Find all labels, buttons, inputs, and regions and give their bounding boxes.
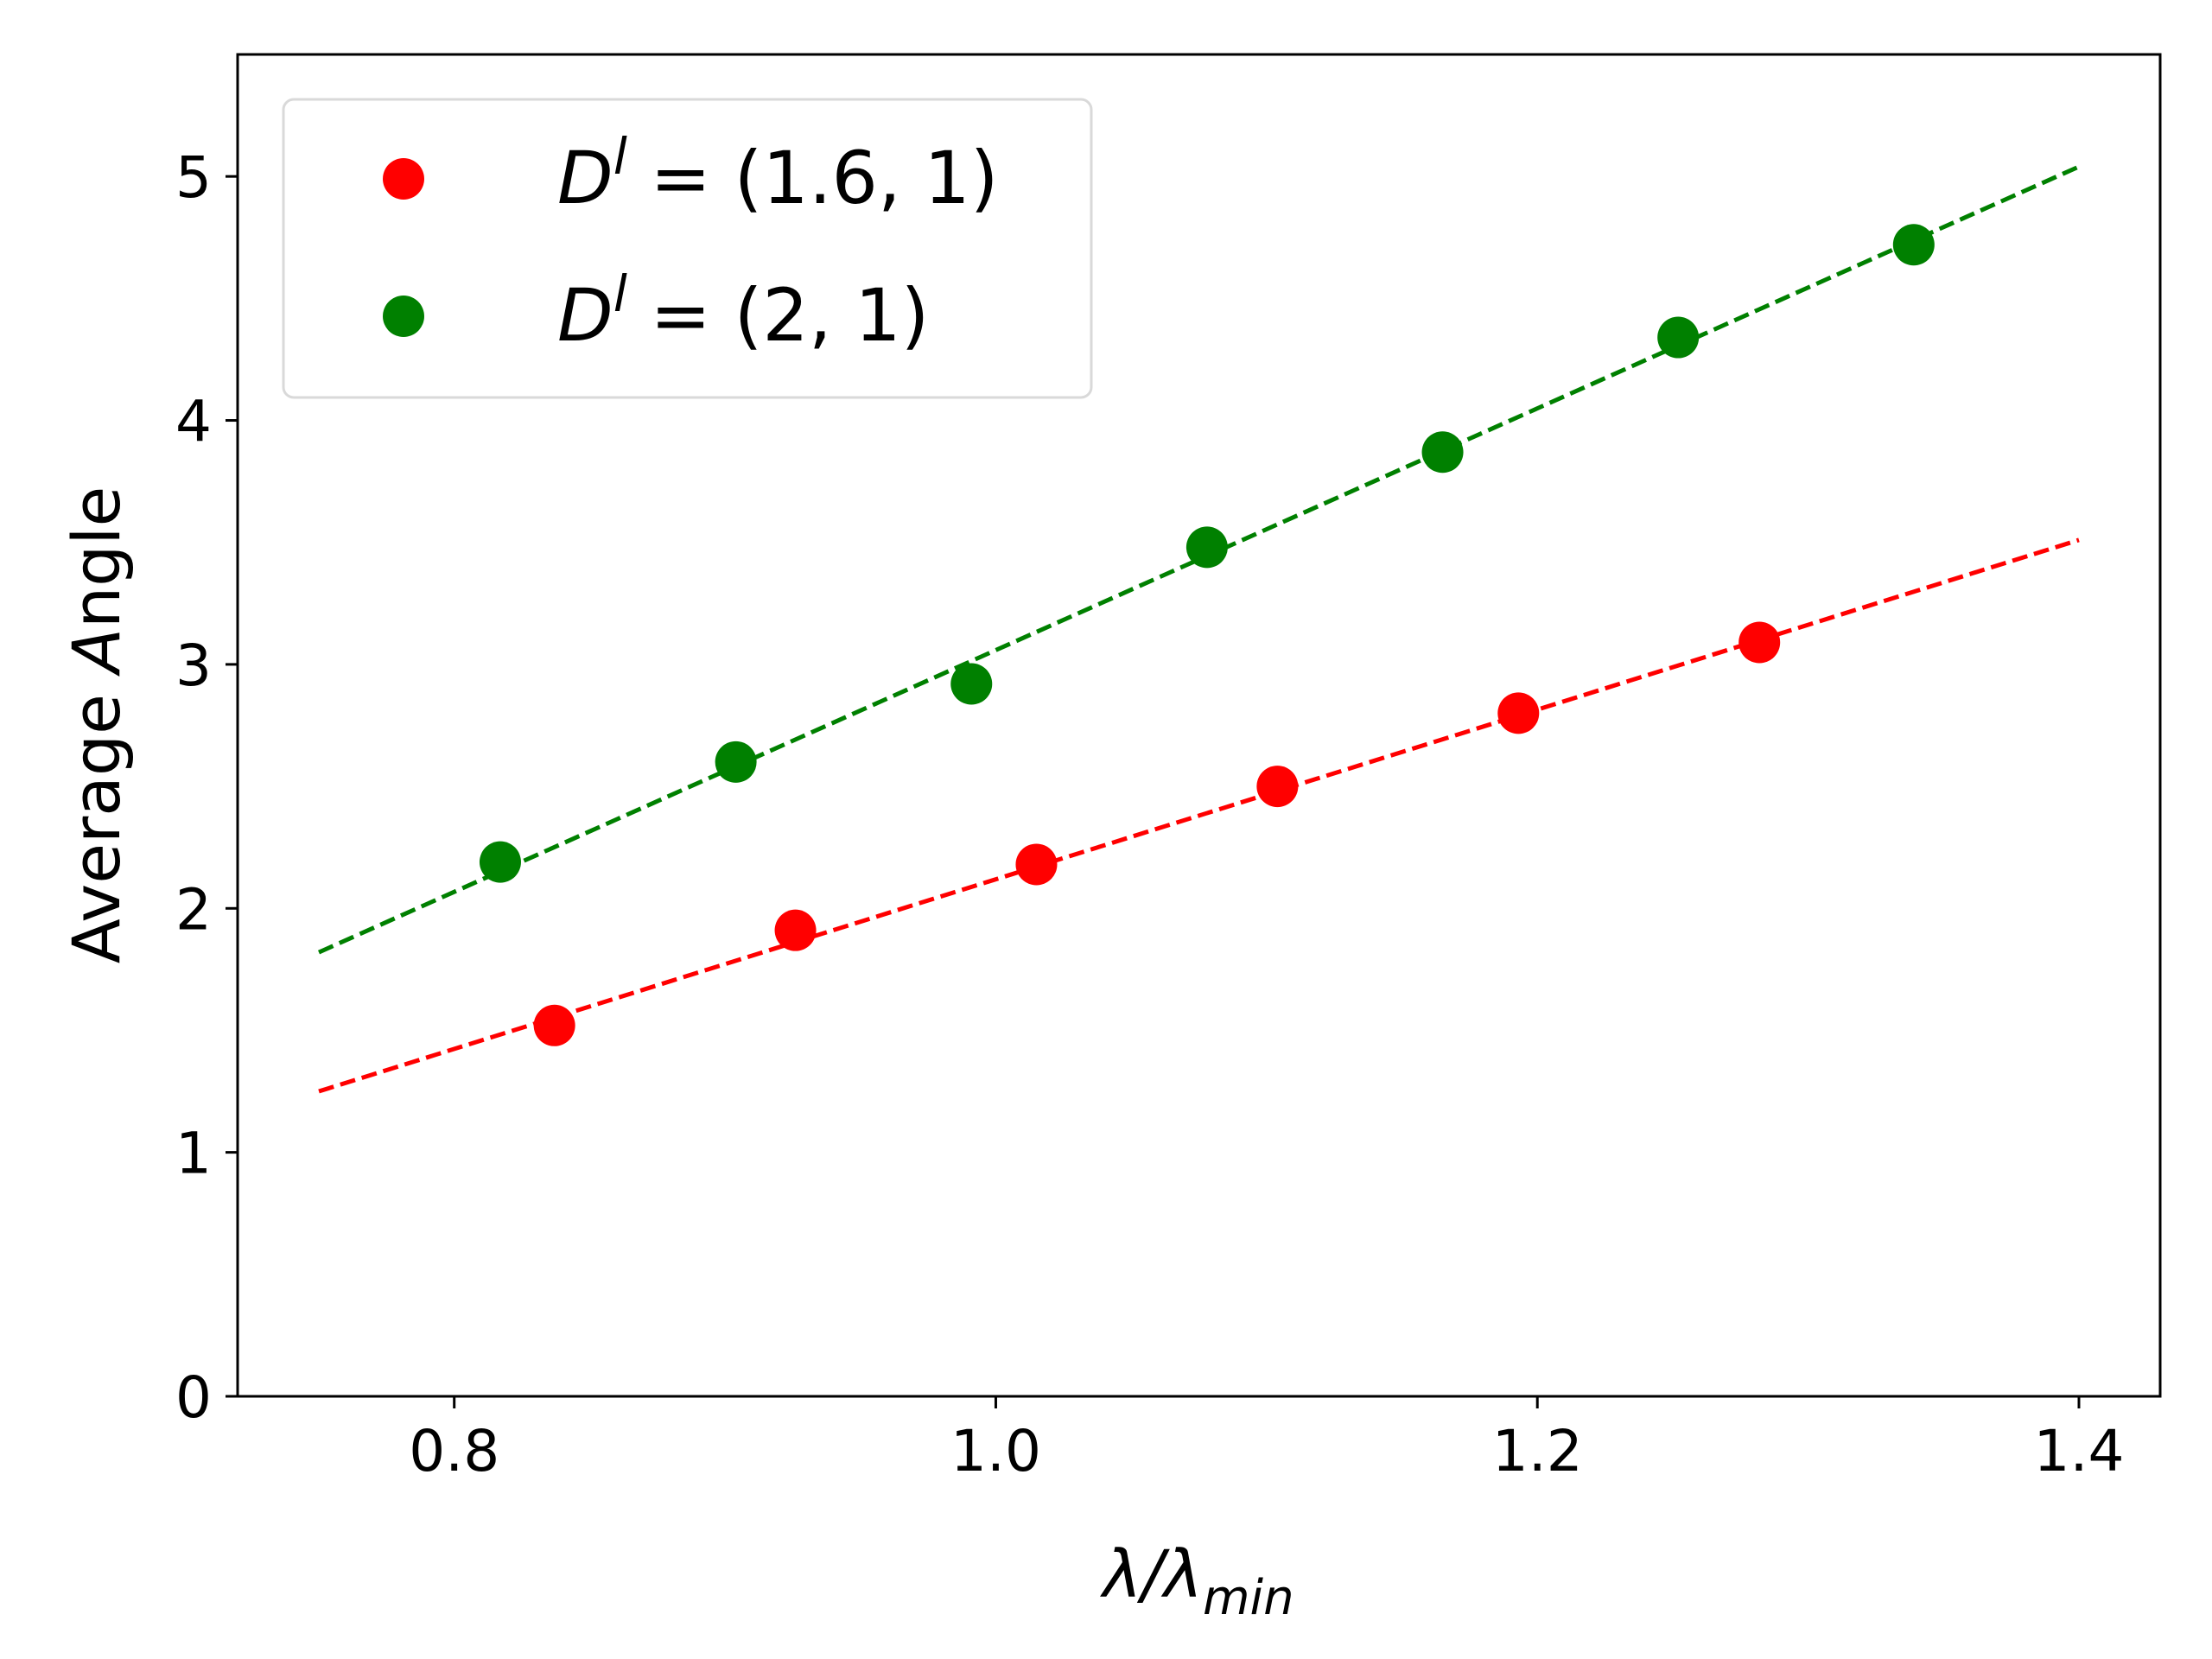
legend-frame (282, 98, 1093, 399)
x-axis-ticks: 0.8 1.0 1.2 1.4 (409, 1396, 2124, 1484)
y-tick-label: 4 (175, 389, 212, 455)
data-point (1015, 843, 1058, 886)
x-axis-label-sub: min (1203, 1570, 1294, 1626)
plot-frame (236, 53, 2162, 1398)
legend-label-green-math: D (557, 273, 613, 358)
y-axis-label: Average Angle (58, 486, 135, 964)
y-axis-label-suffix: ngle (58, 486, 135, 628)
data-point (774, 909, 817, 951)
y-tick-label: 3 (175, 632, 212, 699)
data-point (950, 663, 993, 705)
y-tick-label: 0 (175, 1364, 212, 1431)
data-point (1185, 526, 1228, 569)
x-axis-label-main: λ/λ (1099, 1535, 1203, 1612)
y-axis-label-italic: A (58, 628, 135, 677)
data-point (533, 1004, 575, 1046)
legend-label-green-rest: = (2, 1) (627, 273, 930, 358)
data-point (1497, 692, 1540, 734)
x-tick-label: 0.8 (409, 1418, 499, 1484)
fit-line-1 (317, 164, 2081, 955)
x-tick-label: 1.0 (950, 1418, 1041, 1484)
fit-lines (317, 164, 2081, 1094)
data-point (1657, 316, 1700, 359)
y-tick-label: 5 (175, 144, 212, 211)
y-axis-label-prefix: Average (58, 673, 135, 963)
y-tick-label: 1 (175, 1121, 212, 1187)
legend-label-red-rest: = (1.6, 1) (627, 136, 999, 220)
legend-marker-red (383, 158, 424, 200)
legend-label-red: Dl = (1.6, 1) (557, 127, 999, 220)
y-axis-ticks: 0 1 2 3 4 5 (175, 144, 238, 1431)
legend-label-red-sup: l (613, 127, 627, 186)
x-tick-label: 1.4 (2034, 1418, 2125, 1484)
legend-label-red-math: D (557, 136, 613, 220)
data-point (1738, 621, 1781, 664)
y-tick-label: 2 (175, 876, 212, 943)
data-point (1892, 224, 1935, 266)
fit-line-0 (318, 537, 2080, 1094)
data-point (479, 841, 521, 883)
legend-label-green: Dl = (2, 1) (557, 264, 929, 358)
legend-label-green-sup: l (613, 264, 627, 323)
data-point (715, 741, 757, 783)
legend-marker-green (383, 296, 424, 337)
legend: Dl = (1.6, 1) Dl = (2, 1) (282, 98, 1093, 399)
x-tick-label: 1.2 (1492, 1418, 1583, 1484)
data-point (1421, 431, 1464, 474)
x-axis-label: λ/λmin (1099, 1535, 1294, 1626)
data-point (1256, 766, 1299, 808)
data-points (479, 224, 1935, 1046)
